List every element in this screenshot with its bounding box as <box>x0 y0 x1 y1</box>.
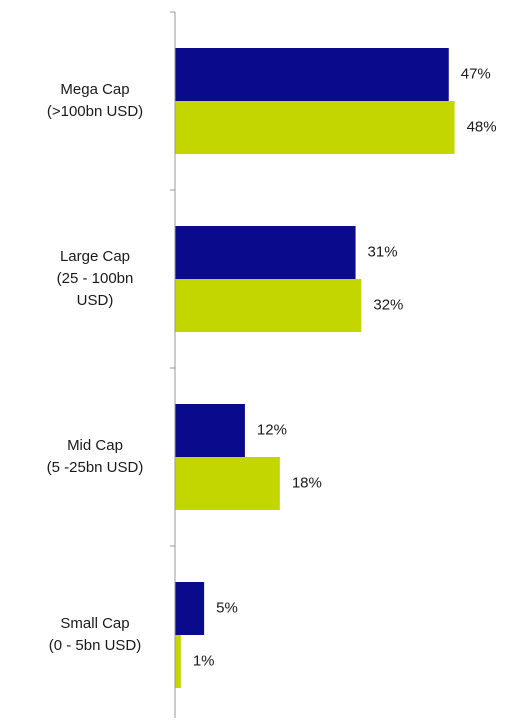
category-label: Small Cap <box>60 615 129 632</box>
value-label: 12% <box>257 421 287 438</box>
category-label: USD) <box>77 292 114 309</box>
bar <box>175 635 181 688</box>
category-label: (>100bn USD) <box>47 103 143 120</box>
bar <box>175 404 245 457</box>
category-label: (0 - 5bn USD) <box>49 637 142 654</box>
category-label: Mega Cap <box>60 81 129 98</box>
value-label: 18% <box>292 474 322 491</box>
bar <box>175 457 280 510</box>
value-label: 5% <box>216 599 238 616</box>
value-label: 48% <box>467 118 497 135</box>
bar <box>175 226 356 279</box>
category-label: Large Cap <box>60 248 130 265</box>
value-label: 31% <box>368 243 398 260</box>
bar <box>175 582 205 635</box>
bar <box>175 101 455 154</box>
category-label: (5 -25bn USD) <box>47 459 144 476</box>
value-label: 47% <box>461 65 491 82</box>
value-label: 1% <box>193 652 215 669</box>
bar <box>175 48 449 101</box>
bar <box>175 279 362 332</box>
category-label: Mid Cap <box>67 437 123 454</box>
value-label: 32% <box>373 296 403 313</box>
category-label: (25 - 100bn <box>57 270 134 287</box>
